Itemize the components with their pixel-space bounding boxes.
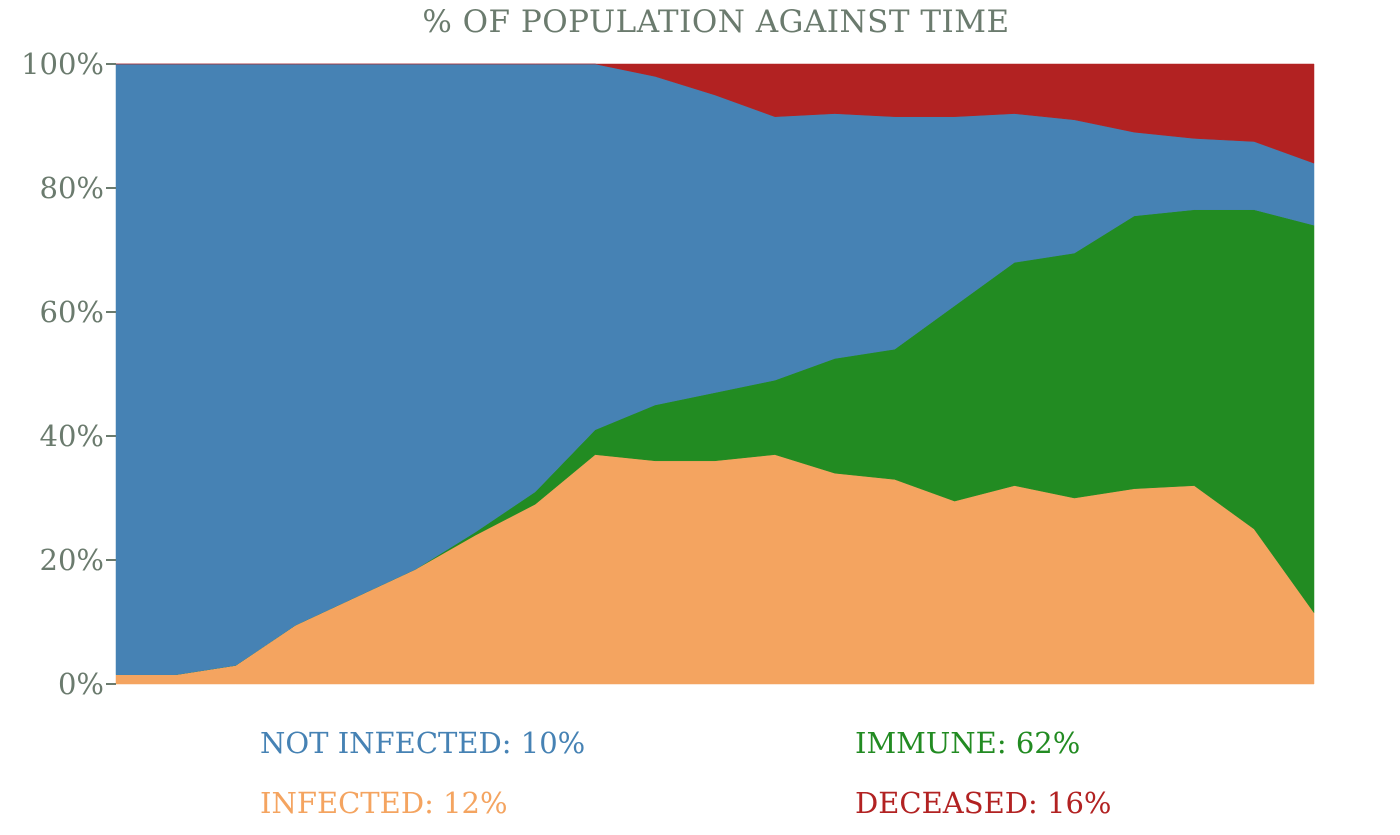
legend-infected: INFECTED: 12%	[260, 786, 508, 820]
legend-not-infected: NOT INFECTED: 10%	[260, 726, 586, 760]
series-areas	[115, 63, 1315, 685]
y-tick-label: 0%	[58, 667, 104, 701]
y-tick-label: 80%	[40, 171, 104, 205]
legend-deceased: DECEASED: 16%	[855, 786, 1112, 820]
y-axis: 0% 20% 40% 60% 80% 100%	[21, 47, 116, 701]
chart-title: % OF POPULATION AGAINST TIME	[422, 4, 1010, 40]
y-tick-label: 100%	[21, 47, 104, 81]
y-tick-label: 40%	[40, 419, 104, 453]
area-deceased	[116, 63, 1315, 164]
y-tick-label: 20%	[40, 543, 104, 577]
legend-immune: IMMUNE: 62%	[855, 726, 1081, 760]
y-tick-label: 60%	[40, 295, 104, 329]
